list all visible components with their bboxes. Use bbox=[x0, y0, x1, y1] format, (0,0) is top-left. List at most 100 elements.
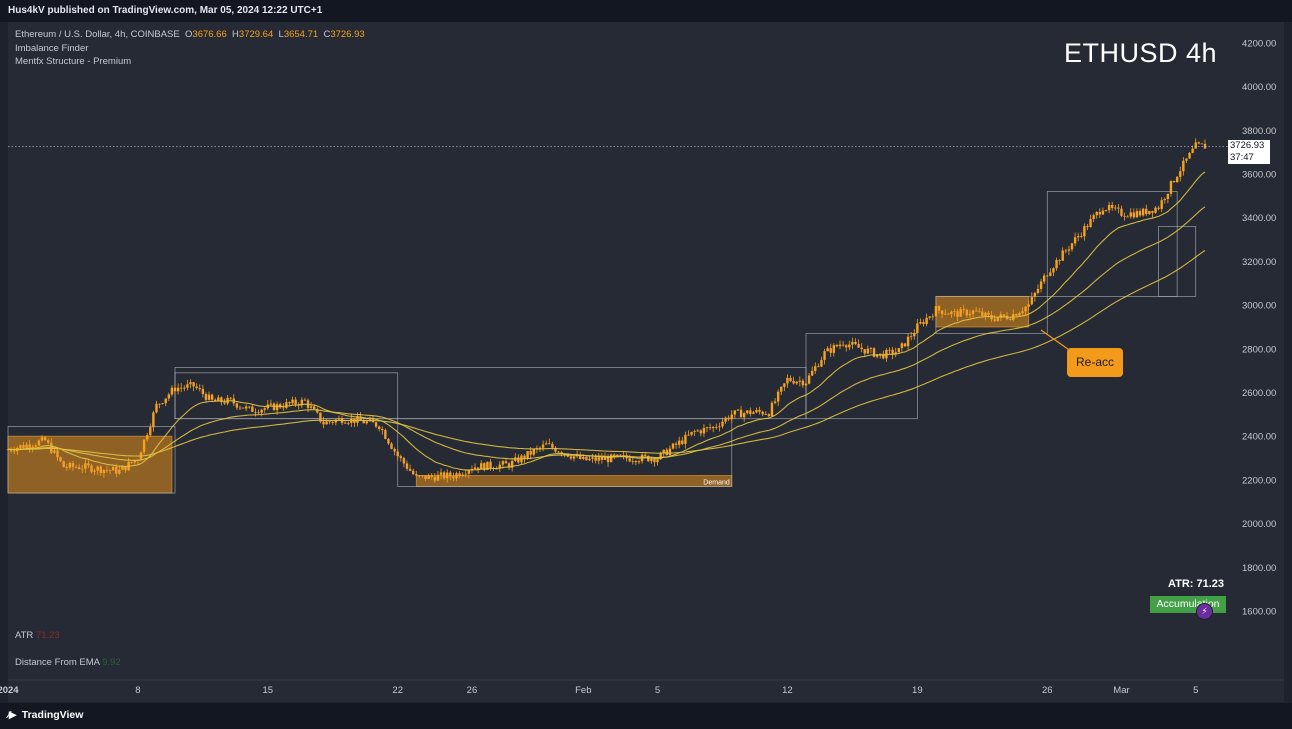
y-tick-label: 3000.00 bbox=[1242, 301, 1276, 312]
indicator-mentfx-structure[interactable]: Mentfx Structure - Premium bbox=[15, 56, 132, 67]
candle-body bbox=[1197, 142, 1201, 144]
candle-body bbox=[452, 476, 455, 479]
candle-body bbox=[727, 417, 730, 420]
candle-body bbox=[616, 454, 619, 457]
candle-body bbox=[860, 347, 863, 350]
publish-line: Hus4kV published on TradingView.com, Mar… bbox=[8, 5, 323, 16]
tradingview-logo[interactable]: ⁄▶ TradingView bbox=[8, 709, 83, 721]
candle-body bbox=[1157, 207, 1160, 209]
candle-body bbox=[294, 399, 297, 405]
candle-body bbox=[1160, 200, 1163, 209]
candle-body bbox=[594, 457, 597, 461]
candle-body bbox=[1064, 250, 1068, 252]
accumulation-badge: Accumulation bbox=[1150, 596, 1226, 613]
candle-body bbox=[730, 414, 733, 420]
y-tick-label: 3200.00 bbox=[1242, 257, 1276, 268]
candle-body bbox=[606, 457, 610, 463]
candle-body bbox=[733, 410, 737, 415]
ema-distance-indicator[interactable]: Distance From EMA 9.92 bbox=[15, 657, 121, 668]
candle-body bbox=[223, 402, 226, 404]
candle-body bbox=[71, 463, 75, 467]
zone-label: Demand bbox=[703, 479, 730, 486]
candle-body bbox=[894, 352, 897, 355]
candle-body bbox=[504, 461, 508, 464]
candle-body bbox=[888, 349, 891, 351]
candle-body bbox=[838, 344, 842, 347]
candle-body bbox=[204, 394, 208, 400]
candle-body bbox=[1107, 204, 1111, 211]
candle-body bbox=[631, 461, 634, 462]
candle-body bbox=[87, 463, 90, 466]
candle-body bbox=[309, 406, 313, 408]
candle-body bbox=[974, 310, 978, 312]
candle-body bbox=[541, 444, 545, 448]
candle-body bbox=[319, 412, 322, 422]
candle-body bbox=[721, 421, 724, 427]
candle-body bbox=[1015, 314, 1018, 316]
last-price-value: 3726.93 bbox=[1230, 140, 1265, 151]
candle-body bbox=[897, 348, 900, 353]
candle-body bbox=[377, 426, 381, 429]
candle-body bbox=[458, 473, 461, 477]
candle-body bbox=[548, 443, 551, 445]
candle-body bbox=[328, 421, 331, 423]
low-value: 3654.71 bbox=[283, 29, 319, 40]
candle-body bbox=[943, 313, 947, 315]
candle-body bbox=[572, 456, 576, 459]
candle-body bbox=[439, 472, 443, 475]
candle-body bbox=[968, 313, 972, 316]
candle-body bbox=[1067, 249, 1071, 251]
indicator-imbalance-finder[interactable]: Imbalance Finder bbox=[15, 42, 89, 54]
candle-body bbox=[582, 456, 585, 459]
candle-body bbox=[254, 411, 257, 413]
candle-body bbox=[1169, 181, 1173, 194]
price-axis bbox=[1228, 22, 1284, 680]
candle-body bbox=[609, 454, 613, 463]
candle-body bbox=[303, 399, 307, 401]
candle-body bbox=[826, 348, 829, 352]
candle-body bbox=[780, 386, 783, 392]
candle-body bbox=[390, 443, 393, 449]
candle-body bbox=[483, 463, 486, 471]
candle-body bbox=[1024, 306, 1027, 312]
candle-body bbox=[1092, 215, 1095, 220]
candle-body bbox=[600, 457, 604, 461]
candle-body bbox=[362, 420, 365, 424]
candle-body bbox=[585, 456, 588, 461]
candle-body bbox=[857, 344, 860, 348]
candle-body bbox=[851, 341, 854, 345]
candle-body bbox=[124, 466, 127, 471]
candle-body bbox=[699, 430, 703, 434]
candle-body bbox=[687, 434, 690, 436]
candle-body bbox=[102, 469, 106, 474]
candle-body bbox=[919, 322, 922, 324]
candle-body bbox=[173, 387, 177, 392]
candle-body bbox=[1083, 226, 1086, 237]
candle-body bbox=[715, 426, 718, 428]
candle-body bbox=[823, 351, 826, 360]
candle-body bbox=[347, 422, 350, 424]
candle-body bbox=[767, 414, 771, 417]
candle-body bbox=[588, 458, 591, 461]
atr-indicator[interactable]: ATR 71.23 bbox=[15, 630, 60, 641]
y-tick-label: 2200.00 bbox=[1242, 475, 1276, 486]
candle-body bbox=[903, 343, 907, 347]
candle-body bbox=[987, 312, 990, 315]
candle-body bbox=[773, 401, 777, 403]
candle-body bbox=[1172, 181, 1176, 183]
lightning-icon[interactable]: ⚡ bbox=[1196, 603, 1213, 620]
x-tick-label: 22 bbox=[392, 685, 403, 696]
candle-body bbox=[544, 443, 548, 445]
candle-body bbox=[999, 314, 1003, 318]
symbol-line: Ethereum / U.S. Dollar, 4h, COINBASE O36… bbox=[15, 28, 365, 42]
candle-body bbox=[461, 474, 464, 477]
candle-body bbox=[1194, 142, 1197, 149]
candle-body bbox=[752, 412, 755, 414]
candle-body bbox=[1132, 212, 1136, 218]
candle-body bbox=[693, 431, 696, 432]
candle-body bbox=[1182, 160, 1185, 172]
candle-body bbox=[288, 402, 291, 404]
candle-body bbox=[1117, 207, 1120, 209]
candle-body bbox=[746, 410, 749, 414]
